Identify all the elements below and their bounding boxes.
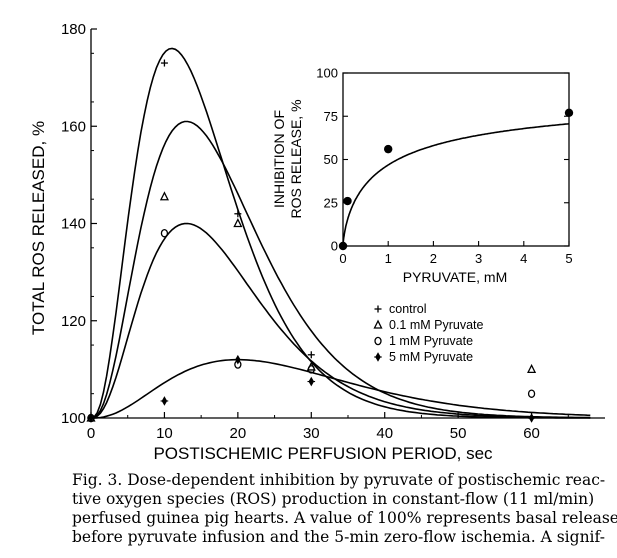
inset-x-tick-label: 3 (475, 251, 482, 266)
main-x-tick-label: 40 (376, 425, 393, 442)
main-y-tick-label: 160 (61, 118, 86, 135)
data-point-diamond (87, 413, 95, 423)
inset-y-tick-label: 25 (324, 195, 338, 210)
main-x-tick-label: 60 (523, 425, 540, 442)
curve-1-mm-pyruvate (90, 222, 591, 419)
main-y-tick-label: 140 (61, 216, 86, 233)
legend-label: control (389, 302, 427, 316)
legend-entry: 1 mM Pyruvate (374, 334, 473, 348)
main-chart: TOTAL ROS RELEASED, % POSTISCHEMIC PERFU… (29, 21, 605, 463)
main-curves (90, 47, 591, 419)
figure-caption: Fig. 3. Dose-dependent inhibition by pyr… (72, 471, 617, 547)
main-y-tick-label: 100 (61, 410, 86, 427)
inset-x-axis-label: PYRUVATE, mM (403, 269, 508, 285)
data-point-triangle (233, 218, 243, 228)
inset-x-tick-label: 2 (430, 251, 437, 266)
data-point-circle (160, 228, 169, 238)
legend-entry: 0.1 mM Pyruvate (373, 318, 484, 332)
main-x-tick-label: 0 (87, 425, 95, 442)
inset-y-tick-label: 75 (324, 109, 338, 124)
curve-control (90, 47, 591, 419)
caption-line: perfused guinea pig hearts. A value of 1… (72, 509, 617, 527)
caption-line: before pyruvate infusion and the 5-min z… (72, 528, 605, 546)
legend-label: 5 mM Pyruvate (389, 350, 473, 364)
inset-x-tick-label: 0 (339, 251, 346, 266)
inset-curves (342, 123, 570, 246)
main-y-tick-label: 180 (61, 21, 86, 38)
main-y-tick-label: 120 (61, 313, 86, 330)
inset-frame (342, 72, 570, 247)
legend-marker-circle (374, 336, 382, 346)
inset-y-tick-label: 100 (316, 66, 338, 81)
data-point-diamond (234, 354, 242, 365)
curve-5-mm-pyruvate (91, 358, 591, 419)
caption-line: tive oxygen species (ROS) production in … (72, 490, 595, 508)
main-y-axis-label: TOTAL ROS RELEASED, % (29, 121, 48, 335)
inset-y-tick-label: 50 (324, 152, 338, 167)
inset-markers (338, 108, 574, 251)
main-markers (86, 59, 537, 423)
legend-label: 0.1 mM Pyruvate (389, 318, 484, 332)
inset-data-point (564, 108, 574, 117)
inset-y-axis-label: INHIBITION OF ROS RELEASE, % (271, 99, 304, 218)
data-point-diamond (307, 376, 316, 387)
inset-chart: INHIBITION OF ROS RELEASE, % PYRUVATE, mM… (271, 66, 574, 285)
main-x-tick-label: 20 (230, 425, 247, 442)
inset-data-point (338, 241, 348, 251)
main-x-axis-label: POSTISCHEMIC PERFUSION PERIOD, sec (153, 444, 493, 463)
inset-y-axis-label-line: ROS RELEASE, % (288, 99, 304, 218)
inset-x-tick-label: 5 (565, 251, 572, 266)
legend-marker-plus (374, 305, 382, 313)
inset-data-point (343, 196, 352, 206)
data-point-plus (160, 59, 168, 67)
inset-y-axis-label-line: INHIBITION OF (271, 110, 287, 208)
inset-fit-curve (342, 123, 570, 246)
caption-line: Fig. 3. Dose-dependent inhibition by pyr… (72, 471, 606, 489)
data-point-triangle (527, 363, 537, 374)
data-point-diamond (160, 396, 169, 406)
legend-entry: control (374, 302, 427, 316)
main-x-tick-label: 30 (303, 425, 320, 442)
data-point-triangle (159, 191, 169, 201)
data-point-circle (527, 389, 536, 398)
legend-marker-triangle (373, 319, 383, 329)
inset-ticks: 0 25 50 75 100 0 1 2 3 4 5 (316, 66, 572, 267)
main-x-tick-label: 10 (156, 425, 173, 442)
main-x-tick-label: 50 (450, 425, 467, 442)
inset-y-tick-label: 0 (331, 239, 338, 254)
data-point-plus (307, 351, 315, 359)
inset-x-tick-label: 1 (385, 251, 392, 266)
legend-marker-diamond (374, 352, 382, 362)
data-point-circle (307, 365, 315, 374)
data-point-diamond (527, 413, 536, 423)
figure: TOTAL ROS RELEASED, % POSTISCHEMIC PERFU… (29, 21, 605, 463)
legend-entry: 5 mM Pyruvate (374, 350, 473, 364)
inset-data-point (384, 144, 393, 154)
data-point-plus (234, 210, 242, 218)
inset-x-tick-label: 4 (520, 251, 527, 266)
legend-label: 1 mM Pyruvate (389, 334, 473, 348)
curve-0-1-mm-pyruvate (90, 120, 591, 419)
main-legend: control 0.1 mM Pyruvate 1 mM Pyruvate 5 mM … (373, 302, 484, 364)
